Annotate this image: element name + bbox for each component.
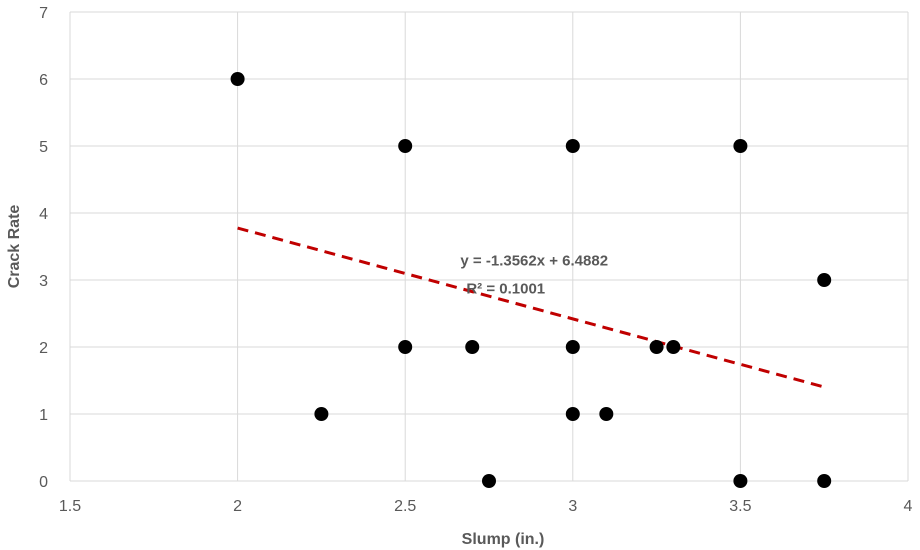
data-point (817, 474, 832, 488)
trendline-r-squared: R² = 0.1001 (466, 280, 545, 297)
data-point (398, 139, 413, 153)
y-tick-label: 0 (39, 474, 48, 491)
data-points (230, 72, 832, 488)
x-tick-label: 1.5 (59, 498, 81, 515)
data-point (599, 407, 614, 421)
data-point (565, 407, 580, 421)
y-axis-title: Crack Rate (6, 205, 23, 289)
data-point (565, 340, 580, 354)
x-tick-label: 3.5 (729, 498, 751, 515)
x-tick-label: 3 (568, 498, 577, 515)
data-point (482, 474, 496, 488)
data-point (398, 340, 413, 354)
x-tick-label: 2 (233, 498, 242, 515)
trendline (237, 226, 825, 389)
tick-labels: 1.5 2 2.5 3 3.5 4 0 1 2 3 4 5 6 7 (39, 5, 912, 515)
x-tick-label: 4 (904, 498, 913, 515)
y-tick-label: 5 (39, 139, 48, 156)
data-point (230, 72, 245, 86)
data-point (314, 407, 329, 421)
grid (69, 11, 909, 482)
y-tick-label: 3 (39, 273, 48, 290)
y-tick-label: 7 (39, 5, 48, 22)
y-tick-label: 1 (39, 407, 48, 424)
data-point (666, 340, 681, 354)
data-point (565, 139, 580, 153)
x-axis-title: Slump (in.) (462, 531, 545, 548)
data-point (733, 474, 748, 488)
data-point (649, 340, 664, 354)
y-tick-label: 4 (39, 206, 48, 223)
x-tick-label: 2.5 (394, 498, 416, 515)
y-tick-label: 6 (39, 72, 48, 89)
trendline-equation: y = -1.3562x + 6.4882 (460, 252, 608, 269)
y-tick-label: 2 (39, 340, 48, 357)
data-point (465, 340, 480, 354)
data-point (817, 273, 832, 287)
data-point (733, 139, 748, 153)
